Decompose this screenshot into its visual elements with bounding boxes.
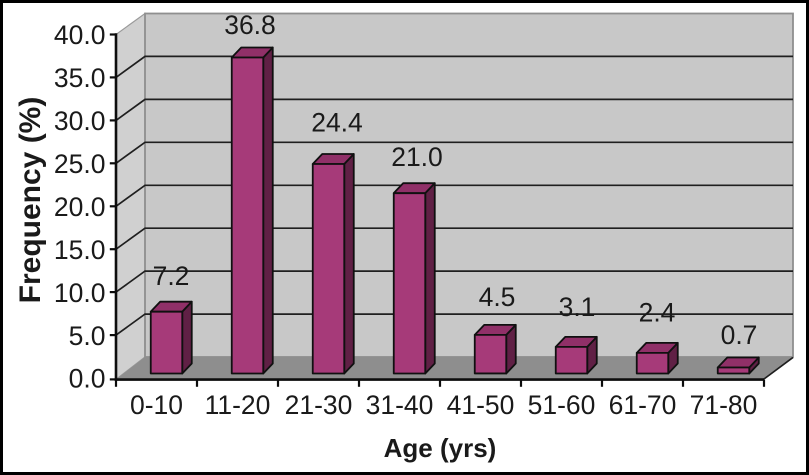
svg-text:0-10: 0-10 bbox=[130, 390, 183, 420]
svg-text:0.0: 0.0 bbox=[69, 364, 106, 394]
svg-text:40.0: 40.0 bbox=[54, 20, 106, 50]
svg-text:51-60: 51-60 bbox=[528, 390, 596, 420]
svg-text:61-70: 61-70 bbox=[609, 390, 677, 420]
svg-text:11-20: 11-20 bbox=[205, 390, 271, 420]
svg-text:21-30: 21-30 bbox=[285, 390, 353, 420]
svg-text:21.0: 21.0 bbox=[391, 142, 443, 172]
svg-text:3.1: 3.1 bbox=[559, 292, 596, 322]
svg-text:41-50: 41-50 bbox=[447, 390, 515, 420]
svg-text:10.0: 10.0 bbox=[54, 278, 106, 308]
svg-text:7.2: 7.2 bbox=[153, 261, 190, 291]
svg-text:20.0: 20.0 bbox=[54, 192, 106, 222]
svg-text:Age (yrs): Age (yrs) bbox=[384, 433, 497, 463]
svg-text:71-80: 71-80 bbox=[690, 390, 758, 420]
svg-text:31-40: 31-40 bbox=[366, 390, 434, 420]
svg-text:5.0: 5.0 bbox=[69, 321, 106, 351]
svg-text:30.0: 30.0 bbox=[54, 106, 106, 136]
svg-text:25.0: 25.0 bbox=[54, 149, 106, 179]
svg-text:15.0: 15.0 bbox=[54, 235, 106, 265]
svg-text:2.4: 2.4 bbox=[639, 298, 676, 328]
svg-text:36.8: 36.8 bbox=[224, 10, 276, 40]
svg-text:24.4: 24.4 bbox=[311, 108, 363, 138]
svg-text:4.5: 4.5 bbox=[479, 282, 516, 312]
svg-text:35.0: 35.0 bbox=[54, 63, 106, 93]
svg-text:Frequency (%): Frequency (%) bbox=[14, 97, 47, 304]
svg-text:0.7: 0.7 bbox=[721, 320, 758, 350]
